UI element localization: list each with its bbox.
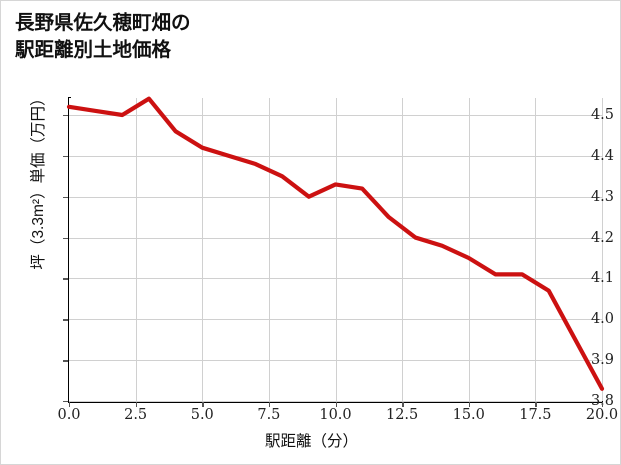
gridline-vertical: [602, 98, 603, 401]
gridline-vertical: [135, 98, 137, 401]
x-tick-label: 0.0: [57, 407, 81, 423]
x-tick-label: 5.0: [190, 407, 214, 423]
y-tick-mark: [63, 237, 68, 239]
line-series-svg: [66, 96, 605, 391]
x-tick-mark: [402, 402, 404, 407]
y-tick-mark: [63, 401, 68, 403]
x-tick-label: 20.0: [585, 407, 619, 423]
x-tick-label: 10.0: [319, 407, 352, 423]
x-tick-mark: [268, 402, 271, 407]
y-tick-mark: [63, 115, 68, 117]
x-tick-label: 2.5: [124, 407, 148, 423]
gridline-vertical: [335, 98, 337, 401]
x-tick-mark: [535, 402, 537, 407]
x-tick-label: 12.5: [385, 407, 419, 423]
y-axis-title: 坪（3.3m²）単価（万円）: [30, 90, 47, 270]
x-tick-mark: [69, 402, 71, 407]
x-tick-label: 17.5: [519, 407, 552, 423]
gridline-vertical: [268, 98, 270, 401]
y-tick-label: 4.4: [590, 147, 614, 164]
gridline-vertical: [202, 98, 204, 401]
y-tick-mark: [63, 319, 68, 321]
x-tick-mark: [335, 402, 337, 407]
x-tick-mark: [602, 402, 604, 407]
y-tick-mark: [63, 360, 68, 362]
x-tick-label: 15.0: [452, 407, 485, 423]
gridline-vertical: [402, 98, 404, 401]
y-tick-mark: [63, 155, 68, 158]
x-tick-mark: [202, 402, 204, 407]
gridline-vertical: [535, 98, 537, 401]
y-tick-label: 4.2: [590, 229, 614, 246]
x-tick-mark: [468, 402, 471, 407]
y-tick-mark: [63, 196, 68, 199]
plot-area: [66, 96, 605, 402]
y-tick-label: 3.9: [590, 352, 614, 369]
gridline-horizontal: [69, 401, 602, 402]
x-tick-mark: [135, 402, 138, 407]
y-tick-label: 4.5: [590, 107, 614, 123]
chart-title: 長野県佐久穂町畑の 駅距離別土地価格: [15, 12, 191, 61]
x-tick-label: 7.5: [257, 407, 281, 423]
y-tick-label: 4.0: [590, 311, 614, 328]
y-tick-label: 4.3: [590, 188, 614, 205]
gridline-vertical: [468, 98, 470, 401]
y-tick-mark: [63, 278, 68, 280]
y-tick-label: 3.8: [590, 393, 614, 409]
line-series-path: [66, 96, 605, 391]
x-axis-title: 駅距離（分）: [264, 433, 358, 450]
y-tick-label: 4.1: [590, 270, 614, 287]
